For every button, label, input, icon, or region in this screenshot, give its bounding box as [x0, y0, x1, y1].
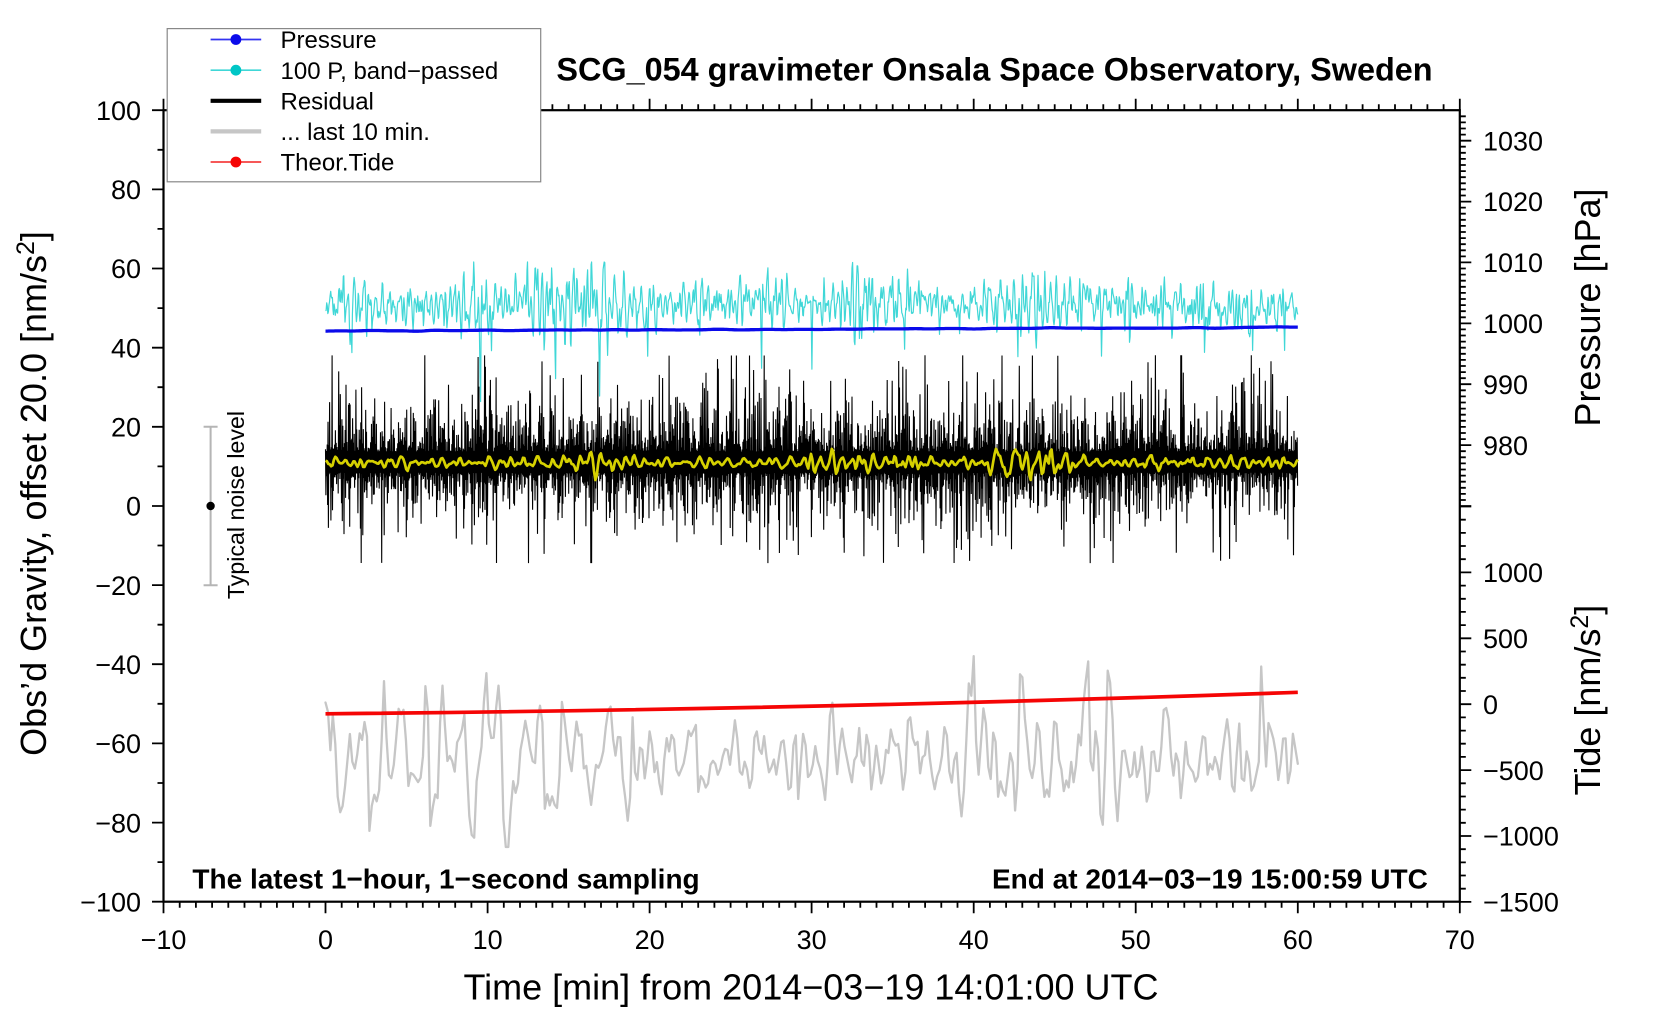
svg-text:1000: 1000 — [1483, 309, 1543, 339]
svg-text:The latest 1−hour, 1−second sa: The latest 1−hour, 1−second sampling — [192, 864, 699, 895]
svg-text:−100: −100 — [80, 887, 141, 917]
svg-text:SCG_054 gravimeter Onsala Spac: SCG_054 gravimeter Onsala Space Observat… — [556, 52, 1432, 88]
svg-text:End at 2014−03−19 15:00:59 UTC: End at 2014−03−19 15:00:59 UTC — [992, 864, 1428, 895]
svg-text:500: 500 — [1483, 624, 1528, 654]
svg-text:30: 30 — [797, 925, 827, 955]
svg-text:Residual: Residual — [281, 88, 374, 115]
svg-text:... last 10 min.: ... last 10 min. — [281, 119, 430, 146]
svg-text:20: 20 — [111, 413, 141, 443]
svg-text:−10: −10 — [141, 925, 187, 955]
svg-text:100: 100 — [96, 96, 141, 126]
svg-text:−80: −80 — [95, 808, 141, 838]
svg-text:0: 0 — [126, 492, 141, 522]
svg-text:0: 0 — [1483, 690, 1498, 720]
svg-text:0: 0 — [318, 925, 333, 955]
svg-text:Pressure [hPa]: Pressure [hPa] — [1567, 188, 1608, 426]
svg-text:Pressure: Pressure — [281, 27, 377, 54]
svg-text:−1500: −1500 — [1483, 888, 1559, 918]
svg-text:100 P, band−passed: 100 P, band−passed — [281, 58, 499, 85]
svg-text:−1000: −1000 — [1483, 822, 1559, 852]
svg-text:50: 50 — [1121, 925, 1151, 955]
svg-text:60: 60 — [1283, 925, 1313, 955]
svg-text:1030: 1030 — [1483, 126, 1543, 156]
svg-text:80: 80 — [111, 175, 141, 205]
svg-text:1020: 1020 — [1483, 187, 1543, 217]
svg-text:−40: −40 — [95, 650, 141, 680]
svg-text:Obs’d Gravity, offset 20.0 [nm: Obs’d Gravity, offset 20.0 [nm/s2] — [12, 231, 54, 756]
svg-text:1010: 1010 — [1483, 248, 1543, 278]
svg-text:40: 40 — [959, 925, 989, 955]
svg-text:40: 40 — [111, 333, 141, 363]
svg-text:980: 980 — [1483, 431, 1528, 461]
svg-text:1000: 1000 — [1483, 558, 1543, 588]
svg-text:Tide [nm/s2]: Tide [nm/s2] — [1566, 605, 1608, 796]
svg-text:10: 10 — [473, 925, 503, 955]
svg-text:60: 60 — [111, 254, 141, 284]
svg-text:Time [min] from 2014−03−19 14:: Time [min] from 2014−03−19 14:01:00 UTC — [463, 967, 1158, 1008]
svg-text:Typical noise level: Typical noise level — [223, 411, 249, 599]
svg-text:70: 70 — [1445, 925, 1475, 955]
svg-text:20: 20 — [635, 925, 665, 955]
svg-text:−20: −20 — [95, 571, 141, 601]
svg-text:Theor.Tide: Theor.Tide — [281, 150, 395, 177]
svg-text:990: 990 — [1483, 370, 1528, 400]
svg-text:−60: −60 — [95, 729, 141, 759]
svg-text:−500: −500 — [1483, 756, 1544, 786]
